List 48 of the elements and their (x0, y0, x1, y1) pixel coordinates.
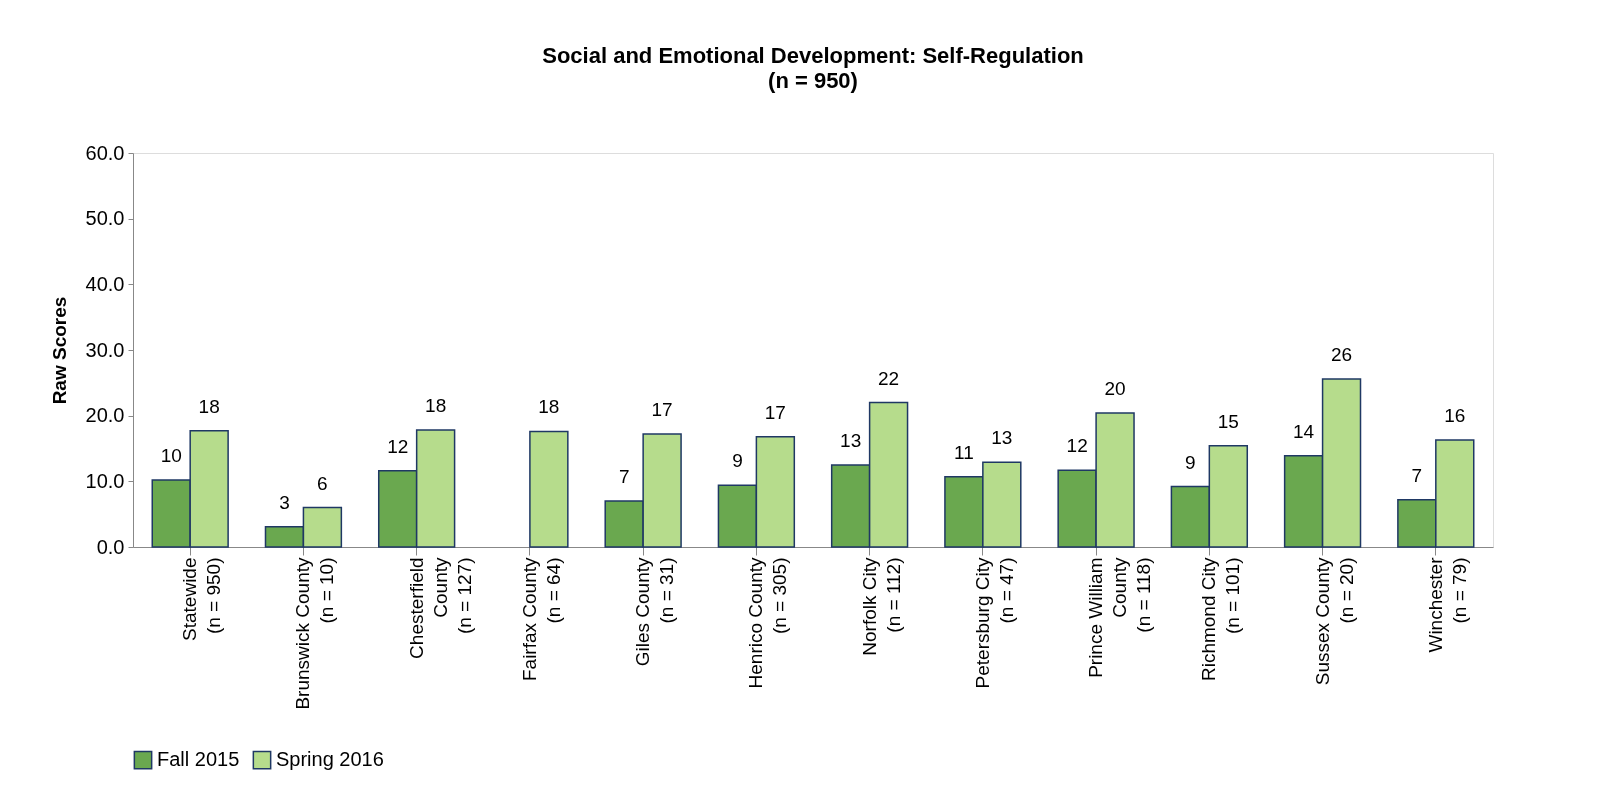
y-tick-label: 0.0 (96, 535, 125, 558)
x-tick-label: Giles County (n = 31) (632, 557, 678, 667)
data-label: 17 (651, 399, 673, 421)
legend-label: Spring 2016 (276, 748, 384, 771)
data-label: 15 (1217, 410, 1239, 432)
data-label: 9 (1185, 451, 1196, 473)
y-tick-label: 50.0 (85, 207, 125, 230)
x-tick-label: Prince William County (n = 118) (1085, 557, 1155, 678)
data-label: 16 (1444, 404, 1466, 426)
data-label: 13 (991, 427, 1013, 449)
data-label: 10 (160, 445, 182, 467)
data-label: 12 (1066, 435, 1088, 457)
y-tick-label: 40.0 (85, 272, 125, 295)
data-label: 9 (732, 450, 743, 472)
data-label: 12 (387, 435, 409, 457)
x-tick-label: Fairfax County (n = 64) (518, 557, 564, 682)
data-label: 18 (198, 395, 220, 417)
x-tick-label: Brunswick County (n = 10) (292, 557, 338, 710)
legend-label: Fall 2015 (157, 748, 240, 771)
data-label: 22 (878, 367, 900, 389)
data-label: 26 (1330, 343, 1353, 365)
data-label: 7 (618, 466, 630, 488)
data-label: 18 (538, 396, 560, 418)
data-label: 18 (425, 395, 447, 417)
chart-subtitle: (n = 950) (768, 68, 858, 93)
data-label: 20 (1104, 378, 1126, 400)
data-label: 13 (840, 429, 862, 451)
y-tick-label: 30.0 (85, 338, 125, 361)
data-label: 11 (954, 441, 974, 463)
x-tick-label: Henrico County (n = 305) (745, 557, 791, 689)
x-tick-label: Chesterfield County (n = 127) (405, 557, 475, 659)
chart-title: Social and Emotional Development: Self-Regulation (542, 43, 1084, 68)
y-tick-label: 60.0 (85, 141, 125, 164)
x-tick-label: Winchester (n = 79) (1424, 556, 1470, 653)
data-label: 7 (1411, 464, 1423, 486)
x-tick-label: Sussex County (n = 20) (1311, 557, 1357, 686)
bar (529, 430, 569, 548)
x-tick-label: Petersburg City (n = 47) (971, 557, 1017, 689)
data-label: 14 (1293, 420, 1315, 442)
data-label: 6 (317, 472, 328, 494)
y-tick-label: 20.0 (85, 404, 125, 427)
x-tick-label: Norfolk City (n = 112) (858, 557, 904, 656)
y-axis-title: Raw Scores (48, 296, 70, 405)
y-tick-label: 10.0 (85, 469, 125, 492)
data-label: 17 (764, 401, 786, 423)
x-tick-label: Richmond City (n = 101) (1198, 557, 1244, 682)
data-label: 3 (279, 491, 290, 513)
x-tick-label: Statewide (n = 950) (179, 557, 225, 641)
